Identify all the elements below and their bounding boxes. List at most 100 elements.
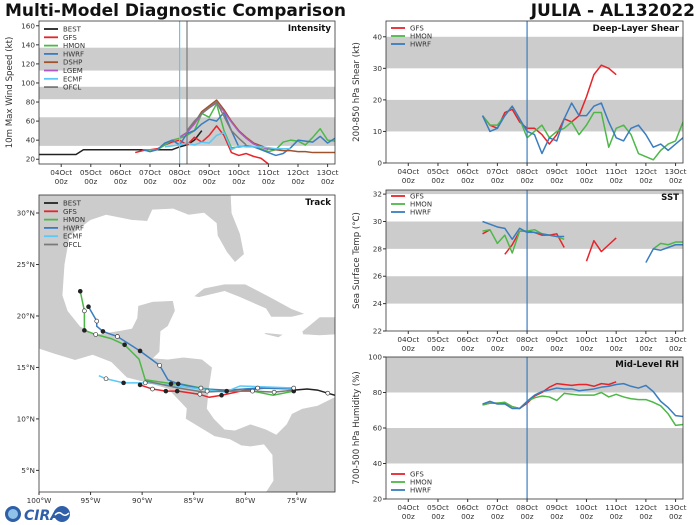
track-marker xyxy=(225,389,229,393)
x-tick-hour: 00z xyxy=(431,512,444,521)
legend-label: HMON xyxy=(63,216,85,224)
x-tick-hour: 00z xyxy=(55,177,68,186)
track-marker xyxy=(205,389,209,393)
track-panel: 100°W95°W90°W85°W80°W75°W5°N10°N15°N20°N… xyxy=(17,192,339,505)
y-tick-label: 24 xyxy=(373,299,383,308)
x-tick-date: 05Oct xyxy=(80,168,102,177)
x-tick-date: 11Oct xyxy=(605,503,627,512)
x-tick-hour: 00z xyxy=(203,177,216,186)
x-tick-hour: 00z xyxy=(143,177,156,186)
x-tick-date: 12Oct xyxy=(635,167,657,176)
track-marker xyxy=(94,332,98,336)
track-marker xyxy=(138,349,142,353)
category-band xyxy=(386,221,683,248)
x-tick-hour: 00z xyxy=(461,344,474,353)
x-tick-date: 09Oct xyxy=(546,167,568,176)
track-marker xyxy=(122,381,126,385)
y-tick-label: 10 xyxy=(373,127,383,136)
x-tick-date: 08Oct xyxy=(516,503,538,512)
panel-title: Track xyxy=(305,198,331,208)
x-tick-date: 06Oct xyxy=(109,168,131,177)
track-marker xyxy=(198,392,202,396)
y-tick-label: 40 xyxy=(373,32,383,41)
x-tick-date: 07Oct xyxy=(486,335,508,344)
x-tick-hour: 00z xyxy=(291,177,304,186)
legend-label: GFS xyxy=(410,193,424,201)
track-marker xyxy=(176,382,180,386)
track-marker xyxy=(115,335,119,339)
track-marker xyxy=(95,319,99,323)
x-tick-date: 05Oct xyxy=(427,335,449,344)
track-marker xyxy=(272,390,276,394)
legend-label: ECMF xyxy=(63,75,82,83)
y-tick-label: 100 xyxy=(21,78,35,87)
category-band xyxy=(386,276,683,303)
x-tick-hour: 00z xyxy=(491,344,504,353)
y-tick-label: 32 xyxy=(373,190,382,199)
x-tick-hour: 00z xyxy=(521,344,534,353)
x-tick-hour: 00z xyxy=(521,176,534,185)
x-tick-hour: 00z xyxy=(461,176,474,185)
track-marker xyxy=(82,328,86,332)
x-tick-hour: 00z xyxy=(610,176,623,185)
x-tick-hour: 00z xyxy=(610,344,623,353)
y-tick-label: 140 xyxy=(21,40,35,49)
x-tick-date: 11Oct xyxy=(257,168,279,177)
track-marker xyxy=(175,389,179,393)
lat-tick-label: 15°N xyxy=(17,363,35,372)
y-tick-label: 100 xyxy=(368,353,382,362)
x-tick-hour: 00z xyxy=(669,512,682,521)
cira-logo: CIRA xyxy=(5,506,70,524)
y-axis-label: 10m Max Wind Speed (kt) xyxy=(5,37,15,149)
y-tick-label: 28 xyxy=(373,244,383,253)
legend-label: HWRF xyxy=(63,50,84,58)
y-tick-label: 30 xyxy=(373,217,383,226)
y-tick-label: 160 xyxy=(21,21,35,30)
x-tick-date: 10Oct xyxy=(228,168,250,177)
figure-title: Multi-Model Diagnostic Comparison xyxy=(5,1,346,21)
legend-label: HMON xyxy=(410,201,432,209)
legend-label: OFCL xyxy=(63,84,81,92)
lon-tick-label: 80°W xyxy=(235,496,255,505)
x-tick-hour: 00z xyxy=(114,177,127,186)
panel-title: Deep-Layer Shear xyxy=(593,24,680,34)
legend-label: BEST xyxy=(63,26,82,34)
lon-tick-label: 75°W xyxy=(287,496,307,505)
track-marker xyxy=(78,289,82,293)
y-axis-label: Sea Surface Temp (°C) xyxy=(352,212,362,309)
category-band xyxy=(386,428,683,464)
lon-tick-label: 100°W xyxy=(27,496,52,505)
legend-label: GFS xyxy=(63,34,77,42)
track-marker xyxy=(326,391,330,395)
y-tick-label: 80 xyxy=(373,388,383,397)
x-tick-date: 06Oct xyxy=(457,503,479,512)
legend-label: GFS xyxy=(410,471,424,479)
legend-label: GFS xyxy=(410,25,424,33)
x-tick-hour: 00z xyxy=(491,512,504,521)
x-tick-hour: 00z xyxy=(639,512,652,521)
x-tick-hour: 00z xyxy=(461,512,474,521)
track-marker xyxy=(101,329,105,333)
legend-label: HMON xyxy=(410,479,432,487)
y-tick-label: 30 xyxy=(373,64,383,73)
x-tick-hour: 00z xyxy=(431,176,444,185)
y-tick-label: 20 xyxy=(373,495,383,504)
legend-label: HWRF xyxy=(410,209,431,217)
track-marker xyxy=(123,343,127,347)
x-tick-date: 08Oct xyxy=(169,168,191,177)
x-tick-hour: 00z xyxy=(173,177,186,186)
y-tick-label: 60 xyxy=(373,424,383,433)
x-tick-date: 11Oct xyxy=(605,335,627,344)
track-marker xyxy=(256,386,260,390)
panel-title: Mid-Level RH xyxy=(615,360,679,370)
x-tick-date: 04Oct xyxy=(397,167,419,176)
legend-label: BEST xyxy=(63,200,82,208)
track-marker xyxy=(143,381,147,385)
legend-label: OFCL xyxy=(63,241,81,249)
track-marker xyxy=(220,393,224,397)
lat-tick-label: 30°N xyxy=(17,209,35,218)
x-tick-date: 09Oct xyxy=(546,335,568,344)
track-marker xyxy=(150,387,154,391)
y-tick-label: 22 xyxy=(373,327,382,336)
track-marker xyxy=(250,389,254,393)
